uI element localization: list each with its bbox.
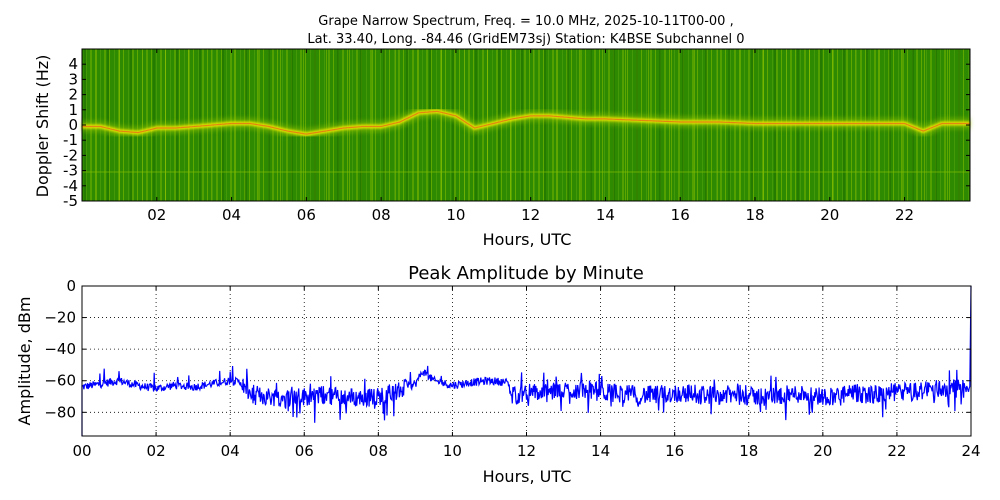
spectrogram-y-tick-label: 0 bbox=[68, 116, 78, 134]
figure-title-line-1: Grape Narrow Spectrum, Freq. = 10.0 MHz,… bbox=[318, 14, 733, 29]
spectrogram-y-tick-label: 3 bbox=[68, 70, 78, 88]
spectrogram-y-tick-label: -5 bbox=[63, 192, 78, 210]
amplitude-x-tick-label: 22 bbox=[887, 442, 906, 460]
spectrogram-trace bbox=[82, 105, 970, 140]
amplitude-y-ticks: 0 −20 −40 −60 −80 bbox=[44, 277, 971, 421]
spectrogram-x-tick-label: 12 bbox=[521, 206, 540, 224]
trace-peak bbox=[82, 110, 970, 135]
amplitude-x-tick-label: 16 bbox=[665, 442, 684, 460]
spectrogram-x-tick-label: 22 bbox=[895, 206, 914, 224]
spectrogram-x-ticks: 02 04 06 08 10 12 14 16 18 20 22 bbox=[147, 49, 914, 224]
spectrogram-x-tick-label: 20 bbox=[820, 206, 839, 224]
amplitude-x-tick-label: 00 bbox=[72, 442, 91, 460]
amplitude-plot-area bbox=[82, 286, 971, 436]
spectrogram-x-tick-label: 14 bbox=[596, 206, 615, 224]
amplitude-y-tick-label: −40 bbox=[44, 340, 76, 358]
spectrogram-x-tick-label: 16 bbox=[671, 206, 690, 224]
amplitude-x-tick-label: 02 bbox=[147, 442, 166, 460]
amplitude-x-tick-label: 12 bbox=[517, 442, 536, 460]
amplitude-x-tick-label: 04 bbox=[221, 442, 240, 460]
amplitude-x-tick-label: 08 bbox=[369, 442, 388, 460]
spectrogram-x-tick-label: 04 bbox=[222, 206, 241, 224]
amplitude-x-tick-label: 10 bbox=[443, 442, 462, 460]
spectrogram-x-tick-label: 10 bbox=[446, 206, 465, 224]
amplitude-panel: 0 −20 −40 −60 −80 00 02 04 06 08 10 12 14 16 18 20 22 24 bbox=[44, 277, 980, 460]
spectrogram-y-tick-label: 4 bbox=[68, 55, 78, 73]
spectrogram-x-tick-label: 08 bbox=[372, 206, 391, 224]
figure-title-line-2: Lat. 33.40, Long. -84.46 (GridEM73sj) St… bbox=[307, 32, 744, 47]
amplitude-y-tick-label: −20 bbox=[44, 309, 76, 327]
amplitude-y-tick-label: −60 bbox=[44, 372, 76, 390]
spectrogram-x-axis-label: Hours, UTC bbox=[483, 230, 572, 249]
amplitude-x-tick-label: 24 bbox=[961, 442, 980, 460]
amplitude-x-tick-label: 18 bbox=[739, 442, 758, 460]
amplitude-series-line bbox=[81, 285, 972, 436]
spectrogram-x-tick-label: 02 bbox=[147, 206, 166, 224]
spectrogram-y-tick-label: 1 bbox=[68, 101, 78, 119]
spectrogram-y-tick-label: -4 bbox=[63, 177, 78, 195]
spectrogram-y-tick-label: -3 bbox=[63, 162, 78, 180]
amplitude-x-tick-label: 20 bbox=[813, 442, 832, 460]
amplitude-x-tick-label: 06 bbox=[295, 442, 314, 460]
amplitude-y-tick-label: −80 bbox=[44, 403, 76, 421]
spectrogram-x-tick-label: 06 bbox=[297, 206, 316, 224]
amplitude-x-tick-label: 14 bbox=[591, 442, 610, 460]
spectrogram-y-tick-label: 2 bbox=[68, 86, 78, 104]
amplitude-x-axis-label: Hours, UTC bbox=[483, 467, 572, 486]
amplitude-y-axis-label: Amplitude, dBm bbox=[15, 297, 34, 426]
spectrogram-y-tick-label: -2 bbox=[63, 146, 78, 164]
amplitude-y-tick-label: 0 bbox=[66, 277, 76, 295]
amplitude-title: Peak Amplitude by Minute bbox=[408, 263, 644, 284]
amplitude-x-ticks: 00 02 04 06 08 10 12 14 16 18 20 22 24 bbox=[72, 286, 981, 460]
spectrogram-x-tick-label: 18 bbox=[745, 206, 764, 224]
spectrogram-y-axis-label: Doppler Shift (Hz) bbox=[33, 55, 52, 198]
spectrogram-y-tick-label: -1 bbox=[63, 131, 78, 149]
